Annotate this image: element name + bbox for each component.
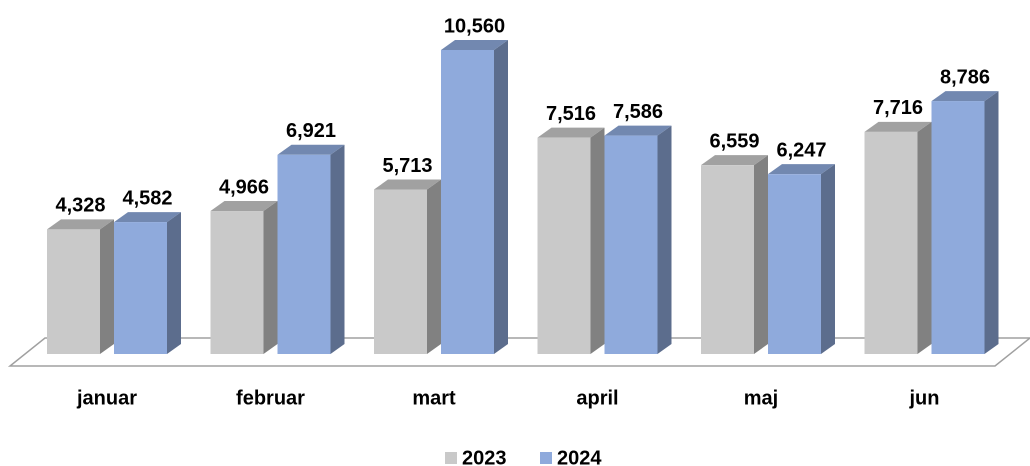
bar-top [701,155,768,166]
bar [114,222,167,354]
bar-top [768,164,835,175]
bar-side [427,179,441,354]
legend-label: 2023 [462,447,507,466]
bar-side [590,127,605,354]
bar-side [167,212,181,354]
bar-top [864,121,932,132]
bar-top [441,40,508,50]
bar [47,229,100,354]
bar [931,101,985,354]
data-label: 6,921 [286,120,336,142]
bar-top [537,127,605,138]
bar-top [931,91,999,102]
legend-label: 2024 [557,447,602,466]
data-label: 4,582 [122,187,172,209]
bar-side [657,125,672,355]
data-label: 7,516 [546,103,596,125]
bar-side [494,40,508,354]
bar [210,211,264,354]
bar-top [374,179,441,190]
data-label: 4,328 [55,195,105,217]
data-label: 6,247 [776,139,826,161]
data-label: 7,716 [873,97,923,119]
bar-top [604,125,672,136]
bar-top [210,201,278,212]
bar-side [263,201,278,354]
bar-top [47,219,114,230]
bar [537,137,591,354]
bar [604,135,658,354]
bar-side [917,121,932,354]
x-tick-label: februar [236,387,305,409]
bar-side [984,91,999,354]
bar-side [100,219,114,354]
data-label: 4,966 [219,176,269,198]
bar-top [114,212,181,223]
data-label: 8,786 [940,66,990,88]
legend-swatch [540,452,552,464]
data-label: 5,713 [382,155,432,177]
bar [768,174,821,354]
bar [701,165,754,354]
bar-top [277,144,345,155]
data-label: 10,560 [444,15,505,37]
bar-side [821,164,835,354]
legend-swatch [445,452,457,464]
x-tick-label: jun [909,387,940,409]
bar [277,154,331,354]
bar [864,131,918,354]
data-label: 7,586 [613,101,663,123]
bar-side [754,155,768,354]
bar [441,50,494,354]
data-label: 6,559 [709,130,759,152]
bar [374,189,427,354]
x-tick-label: mart [412,387,456,409]
x-tick-label: april [576,387,618,409]
bar-side [330,144,345,354]
x-tick-label: januar [76,387,137,409]
x-tick-label: maj [744,387,778,409]
